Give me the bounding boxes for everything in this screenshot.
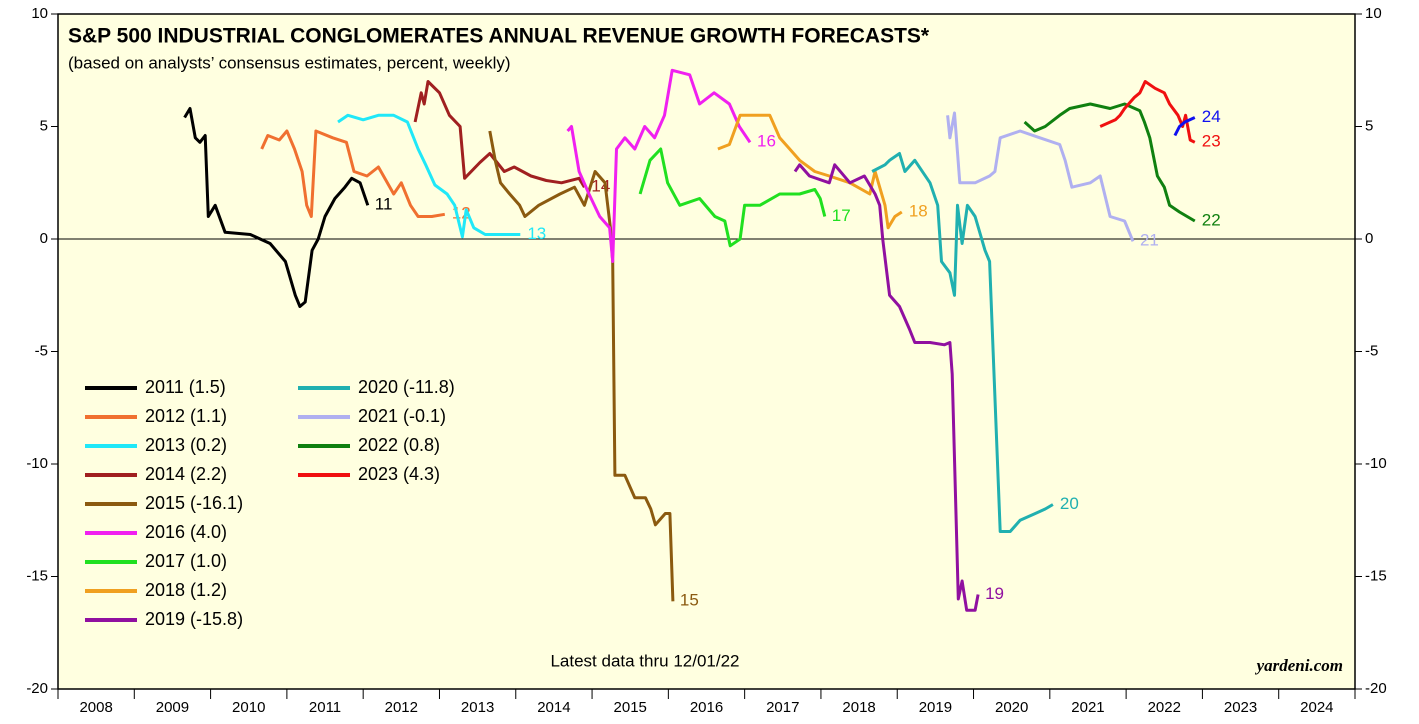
end-label: 18	[909, 201, 928, 220]
series-line	[638, 147, 827, 248]
legend-label: 2022 (0.8)	[358, 435, 440, 455]
y2-tick-label: -20	[1365, 680, 1387, 697]
series-line	[1173, 116, 1196, 137]
end-label: 13	[527, 224, 546, 243]
end-label: 20	[1060, 494, 1079, 513]
y-tick-label: -5	[35, 342, 48, 359]
legend-label: 2012 (1.1)	[145, 406, 227, 426]
y-tick-label: -15	[26, 567, 48, 584]
x-tick-label: 2019	[919, 699, 952, 716]
x-tick-label: 2017	[766, 699, 799, 716]
legend-label: 2013 (0.2)	[145, 435, 227, 455]
x-tick-label: 2024	[1300, 699, 1333, 716]
x-tick-label: 2015	[614, 699, 647, 716]
y-tick-label: 10	[31, 5, 48, 22]
y-tick-label: 5	[40, 117, 48, 134]
legend-label: 2016 (4.0)	[145, 522, 227, 542]
x-tick-label: 2018	[842, 699, 875, 716]
y2-tick-label: 0	[1365, 230, 1373, 247]
end-label: 11	[375, 195, 393, 214]
end-label: 19	[985, 584, 1004, 603]
y-tick-label: 0	[40, 230, 48, 247]
series-line	[1099, 80, 1196, 144]
end-label: 22	[1202, 210, 1221, 229]
end-label: 21	[1140, 231, 1159, 250]
x-tick-label: 2012	[385, 699, 418, 716]
series-line	[871, 152, 1054, 533]
y-tick-label: -10	[26, 455, 48, 472]
series-line	[413, 80, 586, 188]
x-tick-label: 2013	[461, 699, 494, 716]
x-tick-label: 2022	[1148, 699, 1181, 716]
legend-label: 2011 (1.5)	[145, 377, 226, 397]
plot-area	[57, 13, 1356, 690]
series-line	[488, 130, 675, 602]
series-line	[183, 107, 370, 308]
x-tick-label: 2016	[690, 699, 723, 716]
chart-title: S&P 500 INDUSTRIAL CONGLOMERATES ANNUAL …	[68, 25, 930, 48]
y-tick-label: -20	[26, 680, 48, 697]
legend-label: 2019 (-15.8)	[145, 609, 243, 629]
source: yardeni.com	[1255, 656, 1343, 675]
y2-tick-label: 10	[1365, 5, 1382, 22]
series-line	[1023, 102, 1196, 223]
legend-label: 2014 (2.2)	[145, 464, 227, 484]
end-label: 17	[832, 206, 851, 225]
end-label: 16	[757, 132, 776, 151]
series-line	[793, 163, 980, 612]
x-tick-label: 2020	[995, 699, 1028, 716]
end-label: 24	[1202, 107, 1221, 126]
x-tick-label: 2021	[1071, 699, 1104, 716]
legend-label: 2023 (4.3)	[358, 464, 440, 484]
x-tick-label: 2009	[156, 699, 189, 716]
series-line	[337, 113, 521, 239]
y2-tick-label: 5	[1365, 117, 1373, 134]
legend-label: 2021 (-0.1)	[358, 406, 446, 426]
x-tick-label: 2010	[232, 699, 265, 716]
series-line	[566, 68, 752, 263]
series-line	[717, 113, 903, 230]
end-label: 15	[680, 591, 699, 610]
note: Latest data thru 12/01/22	[550, 651, 739, 670]
x-tick-label: 2023	[1224, 699, 1257, 716]
legend-label: 2017 (1.0)	[145, 551, 227, 571]
legend-label: 2020 (-11.8)	[358, 377, 455, 397]
x-tick-label: 2008	[79, 699, 112, 716]
chart-subtitle: (based on analysts’ consensus estimates,…	[68, 53, 511, 72]
y2-tick-label: -15	[1365, 567, 1387, 584]
y2-tick-label: -10	[1365, 455, 1387, 472]
y2-tick-label: -5	[1365, 342, 1378, 359]
legend-label: 2018 (1.2)	[145, 580, 227, 600]
legend-label: 2015 (-16.1)	[145, 493, 243, 513]
x-tick-label: 2014	[537, 699, 570, 716]
x-tick-label: 2011	[309, 699, 341, 716]
series-line	[260, 129, 446, 218]
end-label: 23	[1202, 132, 1221, 151]
series-line	[946, 111, 1135, 242]
